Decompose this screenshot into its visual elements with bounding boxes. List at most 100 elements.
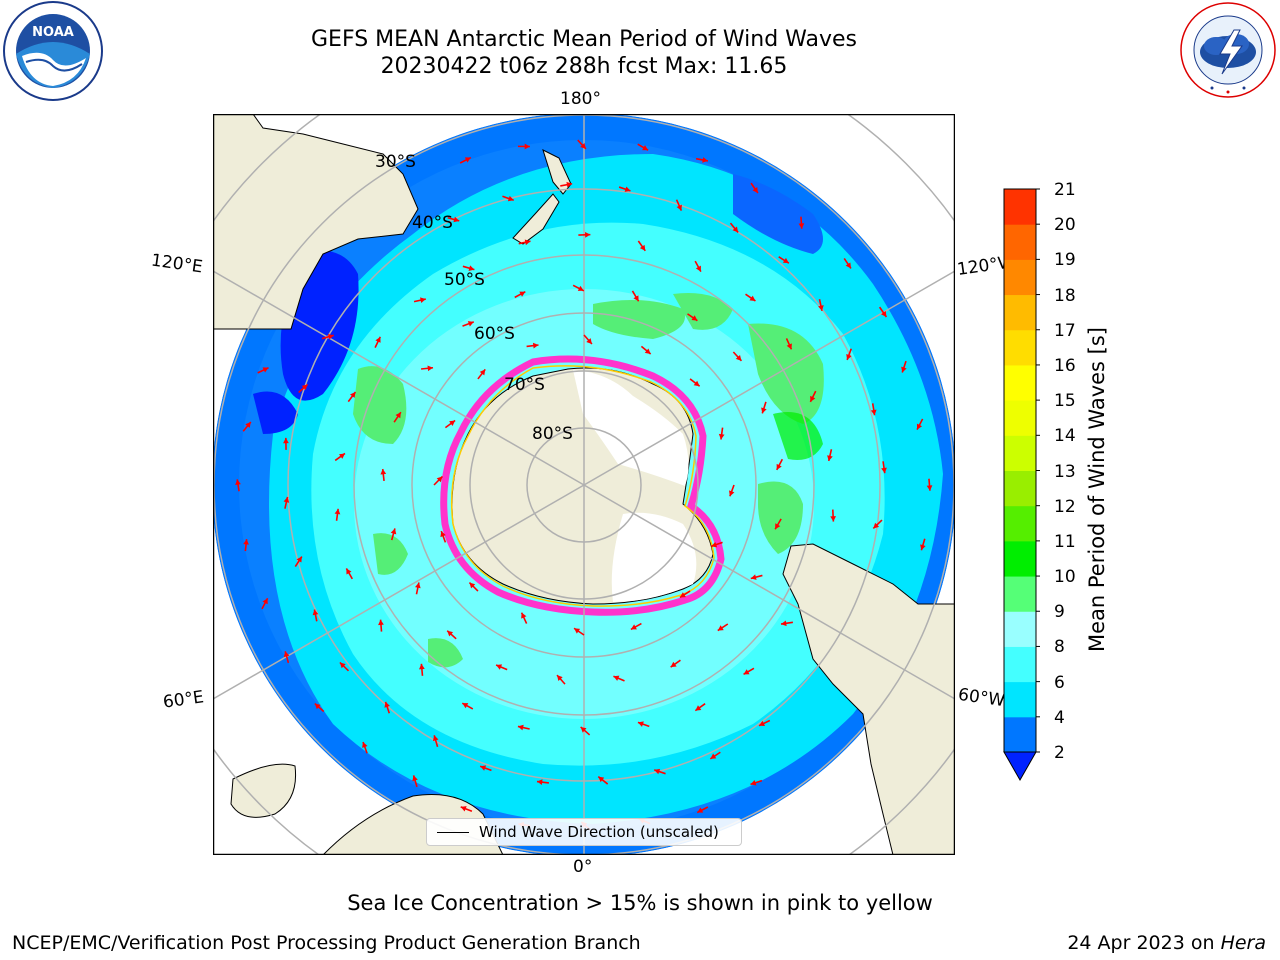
wind-arrow-head: [314, 703, 321, 710]
colorbar-segment: [1004, 364, 1036, 401]
wind-direction-arrows: [235, 139, 933, 831]
lat-label-30s: 30°S: [375, 152, 416, 172]
wind-arrow-head: [776, 463, 782, 470]
wind-arrow-head: [519, 291, 526, 297]
lat-label-70s: 70°S: [504, 375, 545, 395]
legend-line-swatch: [437, 831, 469, 833]
wind-arrow-head: [598, 776, 605, 783]
wind-arrow-head: [468, 265, 475, 271]
wind-arrow-head: [339, 662, 346, 669]
wind-arrow-head: [536, 779, 543, 786]
wind-arrow-head: [532, 342, 539, 349]
chart-subtitle: 20230422 t06z 288h fcst Max: 11.65: [380, 54, 788, 79]
wind-arrow-head: [781, 620, 787, 627]
wind-arrow-head: [296, 556, 302, 563]
wind-arrow-head: [479, 369, 486, 376]
wind-arrow-head: [735, 355, 742, 361]
wind-arrow-head: [732, 226, 739, 233]
wind-arrow-head: [447, 630, 454, 637]
wind-arrow-head: [846, 354, 852, 360]
colorbar-under-arrow: [1003, 751, 1037, 782]
wind-arrow-head: [390, 528, 397, 535]
colorbar-label: Mean Period of Wind Waves [s]: [1085, 327, 1109, 652]
wind-arrow-head: [695, 705, 702, 711]
wind-arrow-head: [517, 724, 524, 731]
wind-arrow-head: [873, 522, 880, 529]
wind-arrow-head: [521, 612, 527, 619]
colorbar-segment: [1004, 294, 1036, 331]
wind-arrow-head: [334, 508, 341, 515]
map-legend: Wind Wave Direction (unscaled): [426, 818, 742, 846]
colorbar-tick-label: 19: [1054, 250, 1076, 271]
lon-label-180: 180°: [560, 89, 601, 109]
wind-arrow-head: [818, 305, 824, 311]
ice-shelf: [573, 370, 697, 602]
wind-arrow-head: [349, 391, 356, 398]
colorbar-tick-label: 11: [1054, 531, 1076, 552]
wind-arrow-head: [881, 311, 887, 317]
wind-arrow-head: [380, 468, 387, 475]
wind-arrow-head: [467, 321, 474, 327]
wind-arrow-head: [262, 367, 269, 373]
wind-arrow-head: [710, 753, 717, 759]
lat-label-50s: 50°S: [444, 270, 485, 290]
wind-arrow-head: [845, 262, 851, 269]
sea-ice-note: Sea Ice Concentration > 15% is shown in …: [347, 891, 933, 915]
lat-label-80s: 80°S: [532, 424, 573, 444]
wind-arrow-head: [577, 285, 584, 291]
colorbar-tick-label: 13: [1054, 461, 1076, 482]
wind-arrow-head: [339, 453, 345, 459]
wind-arrow-head: [462, 703, 469, 709]
colorbar: [1000, 186, 1041, 786]
wind-arrow-head: [453, 216, 460, 223]
chart-title: GEFS MEAN Antarctic Mean Period of Wind …: [311, 27, 857, 52]
wind-arrow-head: [262, 598, 268, 605]
lat-label-60s: 60°S: [474, 324, 515, 344]
colorbar-segment: [1004, 435, 1036, 471]
colorbar-tick-label: 21: [1054, 180, 1076, 200]
wind-arrow-head: [480, 765, 487, 771]
wind-arrow-head: [901, 366, 907, 373]
wind-arrow-head: [283, 651, 290, 658]
wind-arrow-head: [432, 735, 439, 742]
wind-arrow-head: [245, 421, 251, 428]
wind-arrow-head: [327, 333, 334, 340]
colorbar-segment: [1004, 259, 1036, 296]
lat-label-40s: 40°S: [412, 213, 453, 233]
wind-arrow-head: [759, 720, 766, 727]
colorbar-tick-label: 10: [1054, 567, 1076, 588]
lon-label-60e: 60°E: [161, 687, 206, 713]
colorbar-tick-label: 16: [1054, 355, 1076, 376]
wind-arrow-head: [926, 485, 933, 491]
wind-arrow-head: [695, 265, 701, 272]
wind-arrow-head: [752, 187, 758, 193]
colorbar-segment: [1004, 329, 1036, 366]
colorbar-tick-label: 12: [1054, 496, 1076, 517]
wind-arrow-head: [697, 807, 704, 813]
wind-arrow-head: [580, 726, 587, 733]
wind-arrow-head: [378, 619, 384, 626]
wind-arrow-head: [749, 295, 756, 301]
wind-arrow-head: [283, 437, 289, 444]
colorbar-segment: [1004, 611, 1036, 647]
wind-arrow-head: [670, 661, 677, 668]
wind-arrow-head: [916, 423, 923, 430]
colorbar-tick-label: 4: [1054, 707, 1065, 728]
wind-arrow-head: [312, 609, 319, 616]
wind-arrow-head: [586, 338, 592, 345]
wind-arrow-head: [711, 541, 718, 548]
colorbar-segment: [1004, 576, 1036, 612]
colorbar-segment: [1004, 224, 1036, 260]
colorbar-tick-label: 8: [1054, 637, 1065, 658]
wind-arrow-head: [624, 186, 631, 192]
wind-arrow-head: [870, 409, 877, 416]
wind-arrow-head: [415, 582, 421, 589]
colorbar-segment: [1004, 505, 1036, 542]
wind-arrow-head: [469, 582, 476, 589]
nws-logo: [1176, 0, 1280, 100]
colorbar-segment: [1004, 540, 1036, 577]
map-panel: [212, 113, 956, 856]
wind-arrow-head: [301, 384, 308, 391]
wind-arrow-head: [750, 779, 757, 786]
lon-label-0: 0°: [573, 857, 593, 877]
